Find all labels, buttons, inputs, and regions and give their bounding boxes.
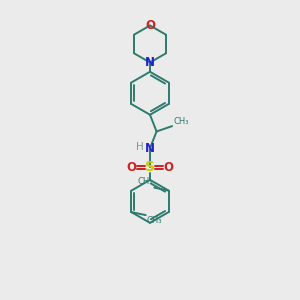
Text: O: O: [145, 19, 155, 32]
Text: O: O: [164, 161, 173, 174]
Text: CH₃: CH₃: [173, 116, 189, 125]
Text: S: S: [145, 160, 155, 174]
Text: N: N: [145, 56, 155, 69]
Text: H: H: [136, 142, 144, 152]
Text: CH₃: CH₃: [147, 216, 162, 225]
Text: N: N: [145, 142, 155, 155]
Text: CH₃: CH₃: [138, 177, 153, 186]
Text: O: O: [127, 161, 136, 174]
